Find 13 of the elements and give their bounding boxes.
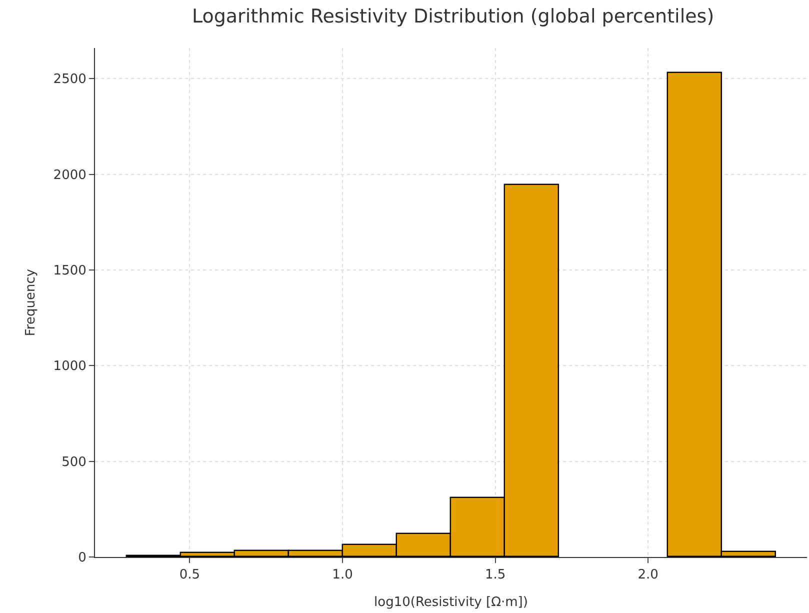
y-tick-label: 0: [78, 550, 86, 566]
y-tick-label: 2500: [53, 72, 86, 88]
y-tick-label: 500: [62, 454, 86, 470]
chart-title: Logarithmic Resistivity Distribution (global percentiles): [192, 5, 714, 28]
y-axis-title: Frequency: [23, 268, 38, 336]
x-tick-label: 2.0: [638, 568, 658, 583]
x-tick-label: 1.5: [484, 568, 506, 583]
y-tick-label: 2000: [53, 168, 86, 183]
x-tick-label: 0.5: [179, 568, 200, 583]
x-axis-title: log10(Resistivity [Ω·m]): [374, 595, 528, 610]
x-tick-label: 1.0: [332, 568, 353, 583]
y-tick-label: 1500: [53, 264, 86, 279]
y-tick-label: 1000: [53, 359, 86, 374]
